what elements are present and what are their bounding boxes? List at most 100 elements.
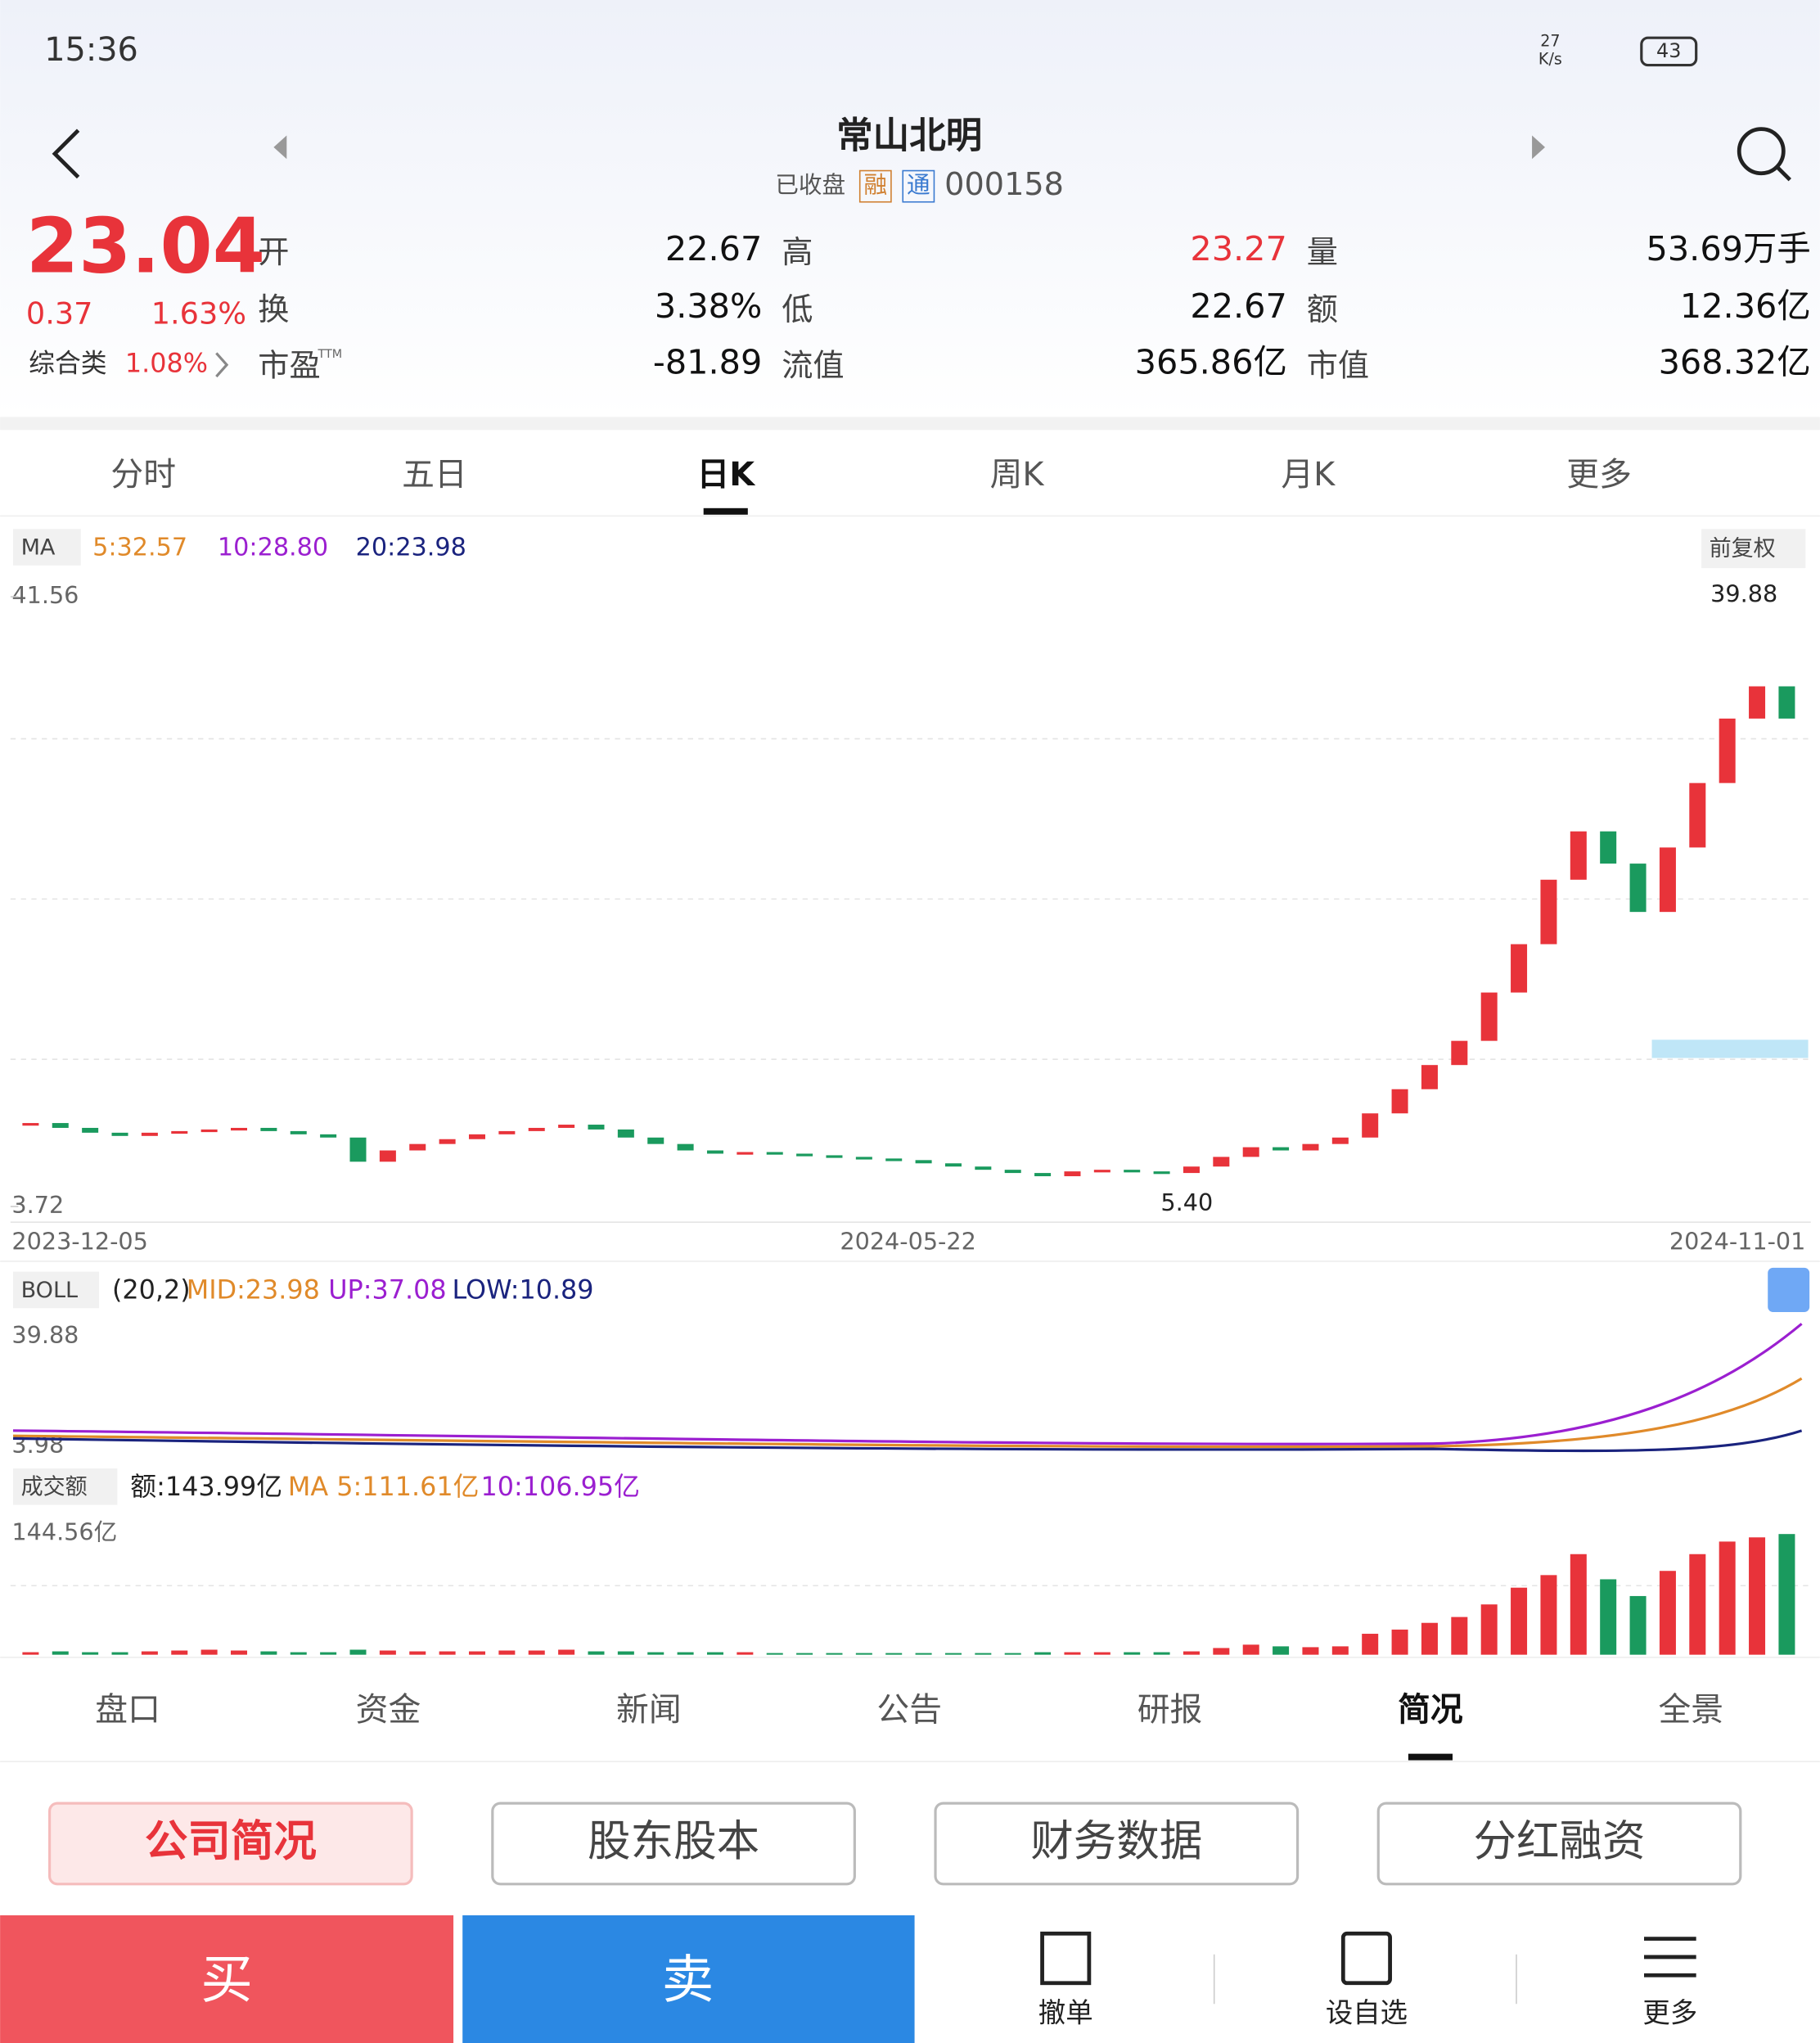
volume-bar — [1511, 1587, 1528, 1655]
candle — [1362, 1113, 1379, 1138]
volume-bar — [1659, 1571, 1676, 1655]
volume-bar — [52, 1651, 69, 1655]
volume-bar — [349, 1649, 367, 1655]
candle — [1570, 831, 1587, 880]
tab[interactable]: 月K — [1281, 456, 1336, 494]
next[interactable] — [1532, 135, 1546, 160]
tab[interactable]: 全景 — [1659, 1691, 1724, 1729]
field-value: 365.86亿 — [1135, 343, 1287, 382]
low: LOW:10.89 — [452, 1274, 593, 1306]
tab[interactable]: 简况 — [1398, 1691, 1463, 1729]
tab[interactable]: 盘口 — [95, 1691, 160, 1729]
tab[interactable]: 资金 — [356, 1691, 421, 1729]
candle — [409, 1143, 426, 1151]
button-label: 分红融资 — [1473, 1816, 1645, 1866]
button[interactable] — [47, 1802, 413, 1886]
field-label: 市盈 — [258, 348, 320, 384]
candle — [1659, 847, 1676, 913]
candle — [231, 1127, 248, 1131]
ma-button[interactable] — [13, 529, 81, 566]
volume-bar — [1064, 1652, 1081, 1655]
min-label: 5.40 — [1160, 1188, 1213, 1216]
volume-button[interactable] — [13, 1468, 118, 1505]
buy-button[interactable] — [0, 1915, 454, 2043]
adjust: 前复权 — [1710, 536, 1776, 561]
button[interactable] — [1376, 1802, 1742, 1886]
back[interactable] — [52, 129, 80, 179]
battery-icon — [1640, 36, 1698, 67]
adjust-button[interactable] — [1701, 529, 1806, 569]
candle — [260, 1127, 277, 1131]
field-label: 量 — [1307, 235, 1338, 271]
collapse[interactable] — [1768, 1267, 1810, 1312]
action[interactable]: 设自选 — [1326, 1996, 1408, 2028]
volume-bar — [1451, 1617, 1468, 1655]
prev[interactable] — [273, 135, 287, 160]
candle — [1302, 1143, 1319, 1151]
buy: 买 — [200, 1950, 253, 2010]
volume-bar — [1629, 1595, 1647, 1655]
volume-bar — [1540, 1575, 1557, 1655]
tab[interactable]: 日K — [696, 456, 756, 494]
boll-low-line — [12, 1429, 1803, 1453]
candle — [1451, 1040, 1468, 1066]
max-label: 39.88 — [1710, 580, 1777, 607]
volume-bar — [826, 1653, 843, 1655]
tab[interactable]: 分时 — [110, 456, 176, 494]
candle — [1331, 1137, 1349, 1144]
tab[interactable]: 公告 — [876, 1691, 942, 1729]
ma10: 10:28.80 — [218, 534, 328, 562]
button[interactable] — [491, 1802, 856, 1886]
field-label: 换 — [258, 292, 289, 328]
candle — [1689, 782, 1706, 848]
volume-bar — [498, 1650, 516, 1655]
button-label: 公司简况 — [145, 1816, 317, 1866]
tab[interactable]: 更多 — [1566, 456, 1632, 494]
tab[interactable]: 新闻 — [616, 1691, 682, 1729]
volume-bar — [409, 1651, 426, 1655]
action[interactable]: 撤单 — [1038, 1996, 1093, 2028]
volume-bar — [1749, 1537, 1766, 1655]
field-label: 额 — [1307, 292, 1338, 328]
candle — [1242, 1147, 1259, 1157]
tag-box — [858, 169, 892, 203]
candle — [766, 1152, 783, 1155]
speed-unit: K/s — [1538, 50, 1562, 69]
battery: 43 — [1656, 39, 1681, 62]
action[interactable]: 更多 — [1642, 1996, 1697, 2028]
volume-bar — [260, 1651, 277, 1655]
tab-indicator — [703, 507, 748, 515]
field-value: 22.67 — [1190, 286, 1286, 326]
sell-button[interactable] — [462, 1915, 915, 2043]
button[interactable] — [934, 1802, 1300, 1886]
tab[interactable]: 研报 — [1138, 1691, 1203, 1729]
grid — [10, 737, 1811, 1060]
candle — [1540, 879, 1557, 945]
date: 2024-05-22 — [840, 1228, 975, 1256]
ma5: MA 5:111.61亿 — [288, 1471, 480, 1502]
indicator: MA — [21, 535, 56, 561]
candle — [290, 1130, 307, 1134]
field-value: 368.32亿 — [1659, 343, 1811, 382]
candle — [22, 1123, 39, 1126]
tab[interactable]: 五日 — [402, 456, 467, 494]
candle — [706, 1150, 723, 1154]
candle — [141, 1132, 158, 1136]
field-label: 流值 — [782, 348, 844, 384]
volume-bar — [468, 1651, 485, 1655]
volume-bar — [1213, 1648, 1230, 1655]
candle — [528, 1127, 545, 1131]
tab[interactable]: 周K — [990, 456, 1045, 494]
percent: 1.63% — [151, 296, 246, 331]
search[interactable] — [1737, 127, 1786, 176]
volume-bar — [1183, 1651, 1200, 1655]
volume-bar — [944, 1653, 962, 1655]
volume-bar — [1689, 1554, 1706, 1655]
volume-bar — [231, 1650, 248, 1655]
volume-bar — [200, 1649, 218, 1655]
icon — [1644, 1937, 1696, 1978]
info-tabs: 盘口 资金 新闻 公告 研报 简况 全景 — [95, 1691, 1724, 1761]
boll-button[interactable] — [13, 1271, 100, 1309]
volume-bar — [1093, 1652, 1110, 1655]
volume-bar — [141, 1651, 158, 1655]
